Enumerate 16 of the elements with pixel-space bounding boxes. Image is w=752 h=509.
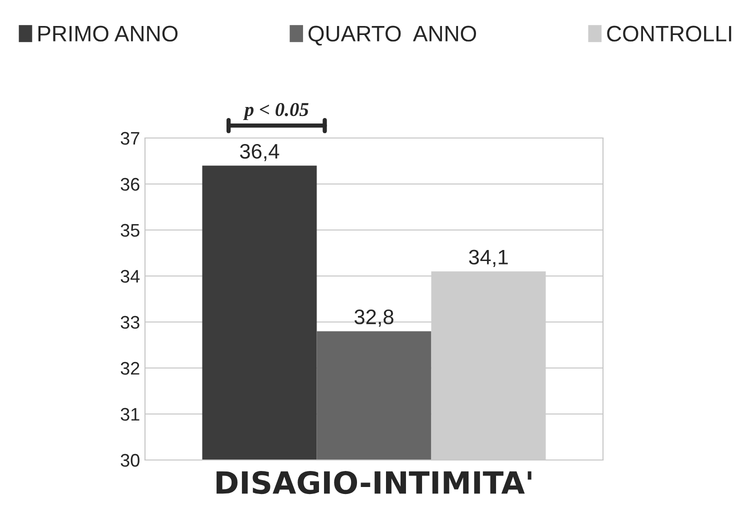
x-axis-title: DISAGIO-INTIMITA' xyxy=(216,470,532,494)
data-label: 32,8 xyxy=(354,310,394,327)
y-tick-label: 30 xyxy=(120,454,140,467)
text: p < 0.05 xyxy=(243,102,308,120)
y-tick-label: 31 xyxy=(120,408,140,421)
legend-label: CONTROLLI xyxy=(607,26,732,42)
legend-label: PRIMO ANNO xyxy=(38,26,178,42)
y-tick-label: 33 xyxy=(120,316,140,329)
legend-label: QUARTO ANNO xyxy=(308,26,476,46)
y-tick-label: 36 xyxy=(120,178,140,191)
y-tick-label: 32 xyxy=(120,362,140,375)
y-tick-label: 34 xyxy=(120,270,140,283)
data-label: 36,4 xyxy=(240,144,280,162)
data-label: 34,1 xyxy=(469,250,508,267)
y-tick-label: 37 xyxy=(120,132,140,145)
y-tick-label: 35 xyxy=(120,224,140,237)
